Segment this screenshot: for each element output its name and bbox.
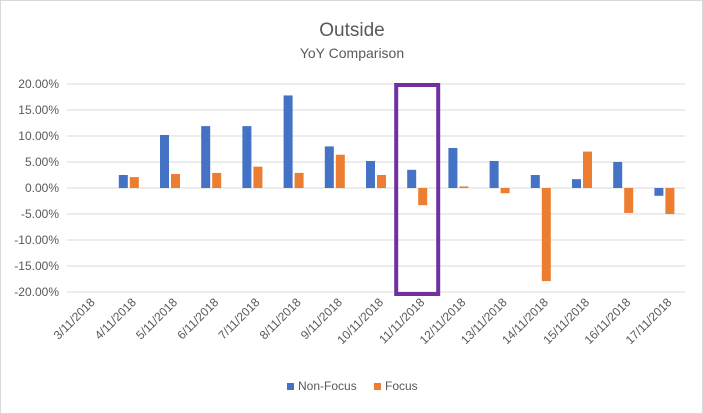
bar-focus xyxy=(253,166,263,188)
highlight-box-group xyxy=(394,83,441,296)
bar-non-focus xyxy=(407,169,417,188)
bar-non-focus xyxy=(448,147,458,188)
bar-non-focus xyxy=(366,160,375,188)
bar-focus xyxy=(129,177,139,188)
y-tick-label: 5.00% xyxy=(25,155,59,169)
bar-focus xyxy=(171,173,180,188)
bar-non-focus xyxy=(654,188,664,196)
y-tick-label: 10.00% xyxy=(18,129,59,143)
legend-swatch xyxy=(287,383,294,390)
bar-focus xyxy=(377,175,386,188)
bar-non-focus xyxy=(530,175,540,188)
bar-focus xyxy=(541,188,551,282)
bar-non-focus xyxy=(283,95,293,188)
bar-focus xyxy=(500,188,510,194)
bar-focus xyxy=(624,188,634,213)
legend-label: Focus xyxy=(385,379,418,393)
bar-non-focus xyxy=(201,126,211,188)
x-tick-label: 7/11/2018 xyxy=(215,295,262,342)
bar-non-focus xyxy=(160,134,169,188)
y-tick-label: 0.00% xyxy=(25,181,59,195)
bar-focus xyxy=(459,186,469,188)
bar-focus xyxy=(665,188,675,214)
y-tick-label: -15.00% xyxy=(14,259,59,273)
y-tick-label: 20.00% xyxy=(18,77,59,91)
legend-swatch xyxy=(374,383,381,390)
bar-focus xyxy=(418,188,428,206)
x-tick-label: 8/11/2018 xyxy=(257,295,304,342)
highlight-box xyxy=(394,83,441,296)
y-tick-label: 15.00% xyxy=(18,103,59,117)
y-tick-label: -10.00% xyxy=(14,233,59,247)
y-axis: 20.00% 15.00% 10.00% 5.00% 0.00% -5.00% -10.00… xyxy=(14,77,59,299)
bar-focus xyxy=(583,151,592,188)
y-tick-label: -5.00% xyxy=(21,207,59,221)
bar-focus xyxy=(335,154,345,188)
bar-non-focus xyxy=(118,175,128,188)
x-axis: 3/11/20184/11/20185/11/20186/11/20187/11… xyxy=(51,295,675,347)
x-tick-label: 6/11/2018 xyxy=(174,295,221,342)
bar-non-focus xyxy=(324,146,334,188)
chart-subtitle: YoY Comparison xyxy=(300,45,404,61)
gridlines xyxy=(67,83,685,293)
x-tick-label: 3/11/2018 xyxy=(51,295,98,342)
bar-focus xyxy=(294,172,304,188)
y-tick-label: -20.00% xyxy=(14,285,59,299)
x-tick-label: 4/11/2018 xyxy=(92,295,139,342)
bar-non-focus xyxy=(613,162,623,188)
bar-focus xyxy=(212,172,222,188)
legend-label: Non-Focus xyxy=(298,379,357,393)
legend: Non-Focus Focus xyxy=(287,379,418,393)
bar-non-focus xyxy=(489,160,499,188)
x-tick-label: 5/11/2018 xyxy=(133,295,180,342)
bar-non-focus xyxy=(242,126,252,188)
bar-non-focus xyxy=(572,179,581,188)
chart-title: Outside xyxy=(319,20,384,41)
bars xyxy=(118,95,675,282)
